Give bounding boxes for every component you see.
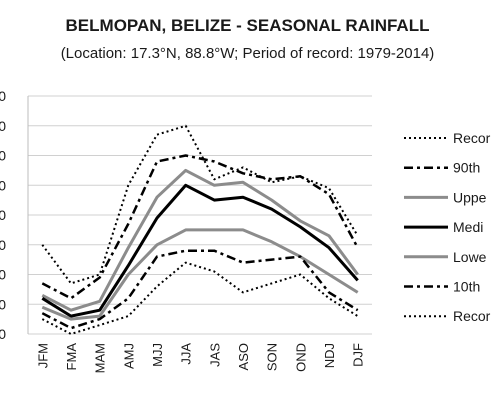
series-line: [41, 228, 359, 321]
chart-subtitle: (Location: 17.3°N, 88.8°W; Period of rec…: [60, 45, 435, 62]
y-tick-label: 0: [0, 326, 6, 342]
legend: Recor 90th Uppe Medi Lowe 10th Recor: [404, 130, 491, 324]
x-tick-label: JFM: [35, 343, 50, 368]
x-tick-label: JAS: [207, 343, 222, 367]
x-tick-label: JJA: [179, 343, 194, 365]
legend-label: Recor: [453, 130, 491, 146]
y-tick-label: 0: [0, 296, 6, 312]
y-tick-label: 0: [0, 118, 6, 134]
y-tick-label: 0: [0, 207, 6, 223]
series-line: [41, 168, 359, 312]
y-tick-label: 0: [0, 237, 6, 253]
x-tick-label: ASO: [236, 343, 251, 370]
x-tick-label: MAM: [93, 343, 108, 373]
y-tick-label: 0: [0, 88, 6, 104]
legend-label: Recor: [453, 308, 491, 324]
x-tick-label: SON: [265, 343, 280, 371]
legend-label: Medi: [453, 219, 483, 235]
series-line: [41, 183, 359, 318]
series-line: [41, 154, 359, 300]
x-tick-label: NDJ: [322, 343, 337, 368]
x-tick-label: FMA: [64, 343, 79, 371]
legend-label: 10th: [453, 279, 480, 295]
y-tick-label: 0: [0, 177, 6, 193]
series-line: [41, 261, 359, 335]
series-line: [41, 249, 359, 330]
series-line: [41, 124, 359, 285]
legend-label: 90th: [453, 160, 480, 176]
legend-label: Lowe: [453, 249, 487, 265]
series-lines: [41, 124, 359, 335]
x-tick-label: AMJ: [121, 343, 136, 369]
y-axis: 0 0 0 0 0 0 0 0 0: [0, 88, 29, 342]
legend-label: Uppe: [453, 189, 487, 205]
chart-title: BELMOPAN, BELIZE - SEASONAL RAINFALL: [65, 16, 430, 35]
x-tick-label: MJJ: [150, 343, 165, 367]
x-tick-label: OND: [293, 343, 308, 372]
y-tick-label: 0: [0, 267, 6, 283]
x-tick-label: DJF: [351, 343, 366, 367]
gridlines: [28, 95, 372, 335]
x-axis: JFM FMA MAM AMJ MJJ JJA JAS ASO SON OND NDJ DJF: [35, 343, 365, 374]
y-tick-label: 0: [0, 148, 6, 164]
